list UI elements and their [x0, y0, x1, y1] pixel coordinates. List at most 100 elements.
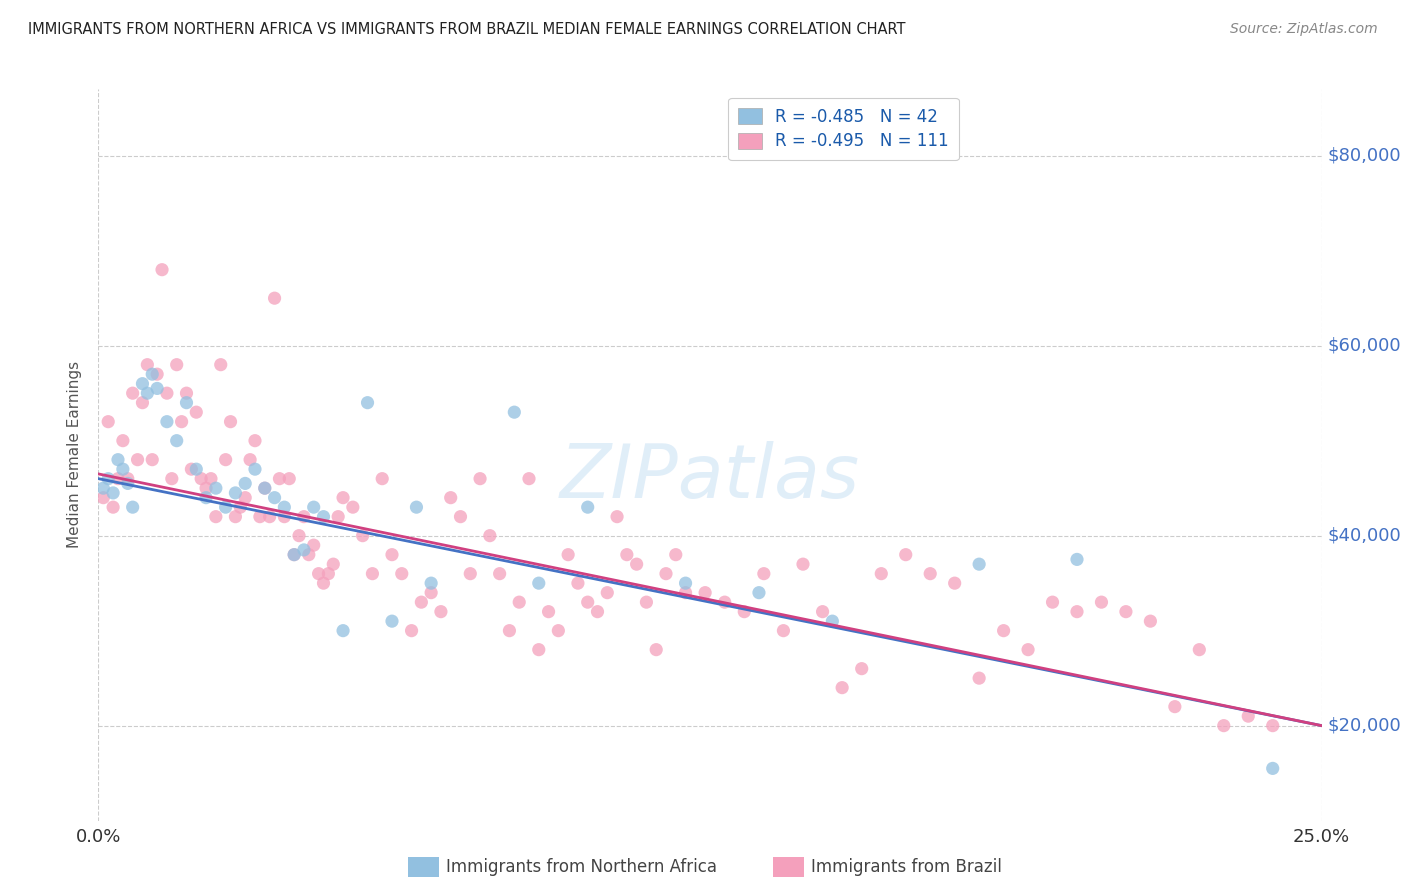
Point	[107, 452, 129, 467]
Point	[328, 509, 350, 524]
Point	[243, 434, 266, 448]
Point	[1090, 595, 1112, 609]
Point	[967, 557, 990, 571]
Point	[205, 509, 228, 524]
Text: $80,000: $80,000	[1327, 146, 1402, 165]
Point	[205, 481, 228, 495]
Point	[180, 462, 202, 476]
Y-axis label: Median Female Earnings: Median Female Earnings	[67, 361, 83, 549]
Point	[1188, 642, 1211, 657]
Point	[233, 491, 256, 505]
Point	[811, 605, 834, 619]
Point	[312, 576, 335, 591]
Point	[557, 548, 579, 562]
Point	[253, 481, 276, 495]
Point	[342, 500, 364, 515]
Point	[420, 585, 443, 599]
Point	[214, 500, 236, 515]
Point	[170, 415, 193, 429]
Point	[967, 671, 990, 685]
Point	[537, 605, 560, 619]
Text: $40,000: $40,000	[1327, 526, 1402, 545]
Point	[156, 415, 179, 429]
Point	[508, 595, 530, 609]
Point	[772, 624, 794, 638]
Point	[97, 472, 120, 486]
Point	[1261, 719, 1284, 733]
Point	[1066, 605, 1088, 619]
Point	[121, 500, 143, 515]
Point	[219, 415, 242, 429]
Point	[259, 509, 281, 524]
Point	[498, 624, 520, 638]
Point	[391, 566, 413, 581]
Point	[831, 681, 853, 695]
Point	[870, 566, 893, 581]
Point	[292, 509, 315, 524]
Point	[239, 452, 262, 467]
Point	[1115, 605, 1137, 619]
Point	[107, 472, 129, 486]
Point	[263, 491, 285, 505]
Point	[1066, 552, 1088, 566]
Point	[420, 576, 443, 591]
Point	[356, 395, 378, 409]
Legend: R = -0.485   N = 42, R = -0.495   N = 111: R = -0.485 N = 42, R = -0.495 N = 111	[728, 97, 959, 161]
Point	[894, 548, 917, 562]
Text: Source: ZipAtlas.com: Source: ZipAtlas.com	[1230, 22, 1378, 37]
Point	[131, 376, 153, 391]
Point	[851, 662, 873, 676]
Point	[224, 509, 246, 524]
Point	[606, 509, 628, 524]
Point	[146, 367, 169, 381]
Point	[920, 566, 942, 581]
Point	[292, 542, 315, 557]
Point	[695, 585, 717, 599]
Point	[200, 472, 222, 486]
Point	[458, 566, 481, 581]
Point	[253, 481, 276, 495]
Point	[1139, 614, 1161, 628]
Point	[665, 548, 688, 562]
Point	[283, 548, 305, 562]
Point	[249, 509, 271, 524]
Point	[283, 548, 305, 562]
Point	[332, 624, 354, 638]
Point	[97, 415, 120, 429]
Point	[567, 576, 589, 591]
Point	[547, 624, 569, 638]
Point	[318, 566, 340, 581]
Point	[91, 491, 114, 505]
Point	[146, 381, 169, 395]
Point	[748, 585, 770, 599]
Point	[302, 538, 325, 552]
Point	[298, 548, 321, 562]
Point	[160, 472, 183, 486]
Point	[308, 566, 330, 581]
Point	[488, 566, 510, 581]
Point	[371, 472, 394, 486]
Point	[190, 472, 212, 486]
Point	[576, 500, 599, 515]
Point	[136, 358, 159, 372]
Point	[273, 509, 295, 524]
Point	[655, 566, 678, 581]
Point	[993, 624, 1015, 638]
Point	[401, 624, 423, 638]
Point	[430, 605, 453, 619]
Point	[150, 262, 173, 277]
Point	[91, 481, 114, 495]
Point	[322, 557, 344, 571]
Text: Immigrants from Brazil: Immigrants from Brazil	[811, 858, 1002, 876]
Point	[195, 481, 218, 495]
Point	[141, 367, 163, 381]
Point	[176, 395, 198, 409]
Point	[186, 405, 208, 419]
Point	[616, 548, 638, 562]
Point	[527, 642, 550, 657]
Point	[468, 472, 491, 486]
Text: Immigrants from Northern Africa: Immigrants from Northern Africa	[446, 858, 717, 876]
Point	[381, 614, 404, 628]
Point	[273, 500, 295, 515]
Point	[943, 576, 966, 591]
